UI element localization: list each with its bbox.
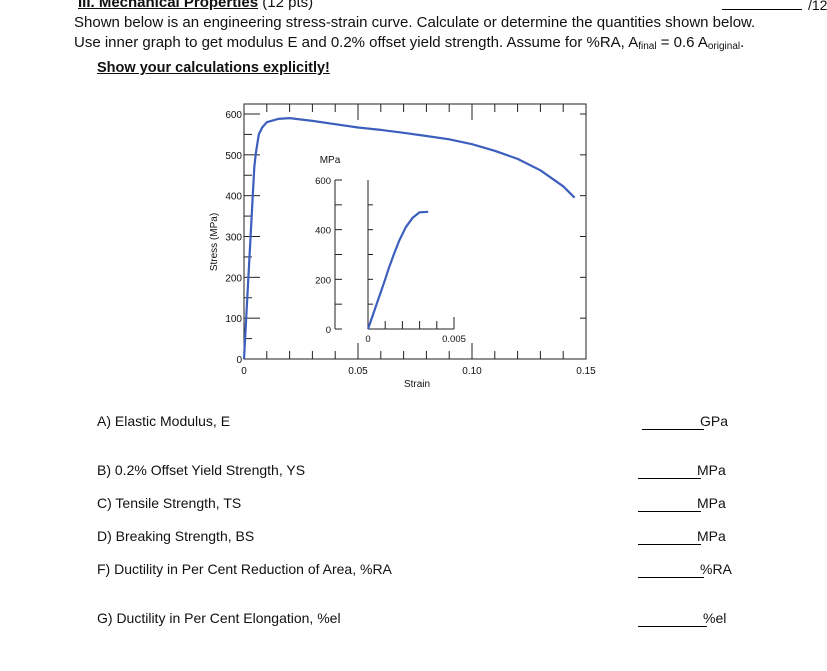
y-tick-label: 0 bbox=[236, 355, 242, 366]
inner-elastic-curve bbox=[366, 210, 429, 330]
final-subscript: final bbox=[638, 41, 657, 52]
intro-line-2-mid: = 0.6 A bbox=[656, 34, 708, 51]
stress-strain-curve bbox=[242, 117, 576, 360]
inner-x-tick-label: 0.005 bbox=[442, 334, 466, 345]
intro-line-2: Use inner graph to get modulus E and 0.2… bbox=[74, 34, 744, 52]
answer-blank-line[interactable] bbox=[638, 626, 707, 627]
y-tick-label: 600 bbox=[225, 110, 242, 121]
original-subscript: original bbox=[707, 41, 741, 52]
inner-y-tick-label: 0 bbox=[326, 325, 331, 336]
intro-line-2-text: Use inner graph to get modulus E and 0.2… bbox=[74, 34, 639, 51]
answer-blank-line[interactable] bbox=[638, 544, 701, 545]
y-tick-label: 100 bbox=[225, 314, 242, 325]
y-axis-label: Stress (MPa) bbox=[209, 213, 220, 271]
main-plot-frame bbox=[243, 103, 587, 360]
answer-blank-line[interactable] bbox=[642, 429, 704, 430]
section-title: III. Mechanical Properties bbox=[78, 0, 259, 11]
answer-unit: %RA bbox=[700, 561, 732, 577]
y-tick-label: 300 bbox=[225, 233, 242, 244]
score-blank-line bbox=[722, 9, 802, 10]
section-header: III. Mechanical Properties (12 pts) bbox=[78, 0, 313, 11]
question-label: B) 0.2% Offset Yield Strength, YS bbox=[97, 462, 306, 478]
inner-y-tick-label: 400 bbox=[315, 226, 331, 237]
x-tick-label: 0.10 bbox=[462, 366, 482, 377]
inner-unit-label: MPa bbox=[320, 155, 341, 166]
question-label: C) Tensile Strength, TS bbox=[97, 495, 242, 511]
answer-unit: %el bbox=[703, 610, 727, 626]
x-tick-label: 0.15 bbox=[576, 366, 596, 377]
inner-y-tick-label: 200 bbox=[315, 275, 331, 286]
x-axis-label: Strain bbox=[404, 379, 430, 390]
question-label: G) Ductility in Per Cent Elongation, %el bbox=[97, 610, 341, 626]
instruction-text: Show your calculations explicitly! bbox=[97, 60, 330, 76]
question-label: A) Elastic Modulus, E bbox=[97, 413, 231, 429]
question-label: D) Breaking Strength, BS bbox=[97, 528, 255, 544]
inner-x-tick-label: 0 bbox=[365, 334, 370, 345]
score-total: /12 bbox=[808, 0, 827, 13]
y-tick-label: 200 bbox=[225, 273, 242, 284]
answer-blank-line[interactable] bbox=[638, 577, 704, 578]
intro-line-2-end: . bbox=[740, 34, 745, 51]
answer-blank-line[interactable] bbox=[638, 511, 701, 512]
x-tick-label: 0.05 bbox=[348, 366, 368, 377]
answer-unit: GPa bbox=[700, 413, 729, 429]
answer-unit: MPa bbox=[697, 462, 726, 478]
inner-y-tick-label: 600 bbox=[315, 176, 331, 187]
section-points: (12 pts) bbox=[262, 0, 314, 11]
answer-unit: MPa bbox=[697, 528, 726, 544]
intro-line-1: Shown below is an engineering stress-str… bbox=[74, 14, 756, 31]
x-tick-label: 0 bbox=[241, 366, 247, 377]
answer-blank-line[interactable] bbox=[638, 478, 701, 479]
answer-unit: MPa bbox=[697, 495, 726, 511]
y-tick-label: 400 bbox=[225, 192, 242, 203]
y-tick-label: 500 bbox=[225, 151, 242, 162]
question-label: F) Ductility in Per Cent Reduction of Ar… bbox=[97, 561, 392, 577]
